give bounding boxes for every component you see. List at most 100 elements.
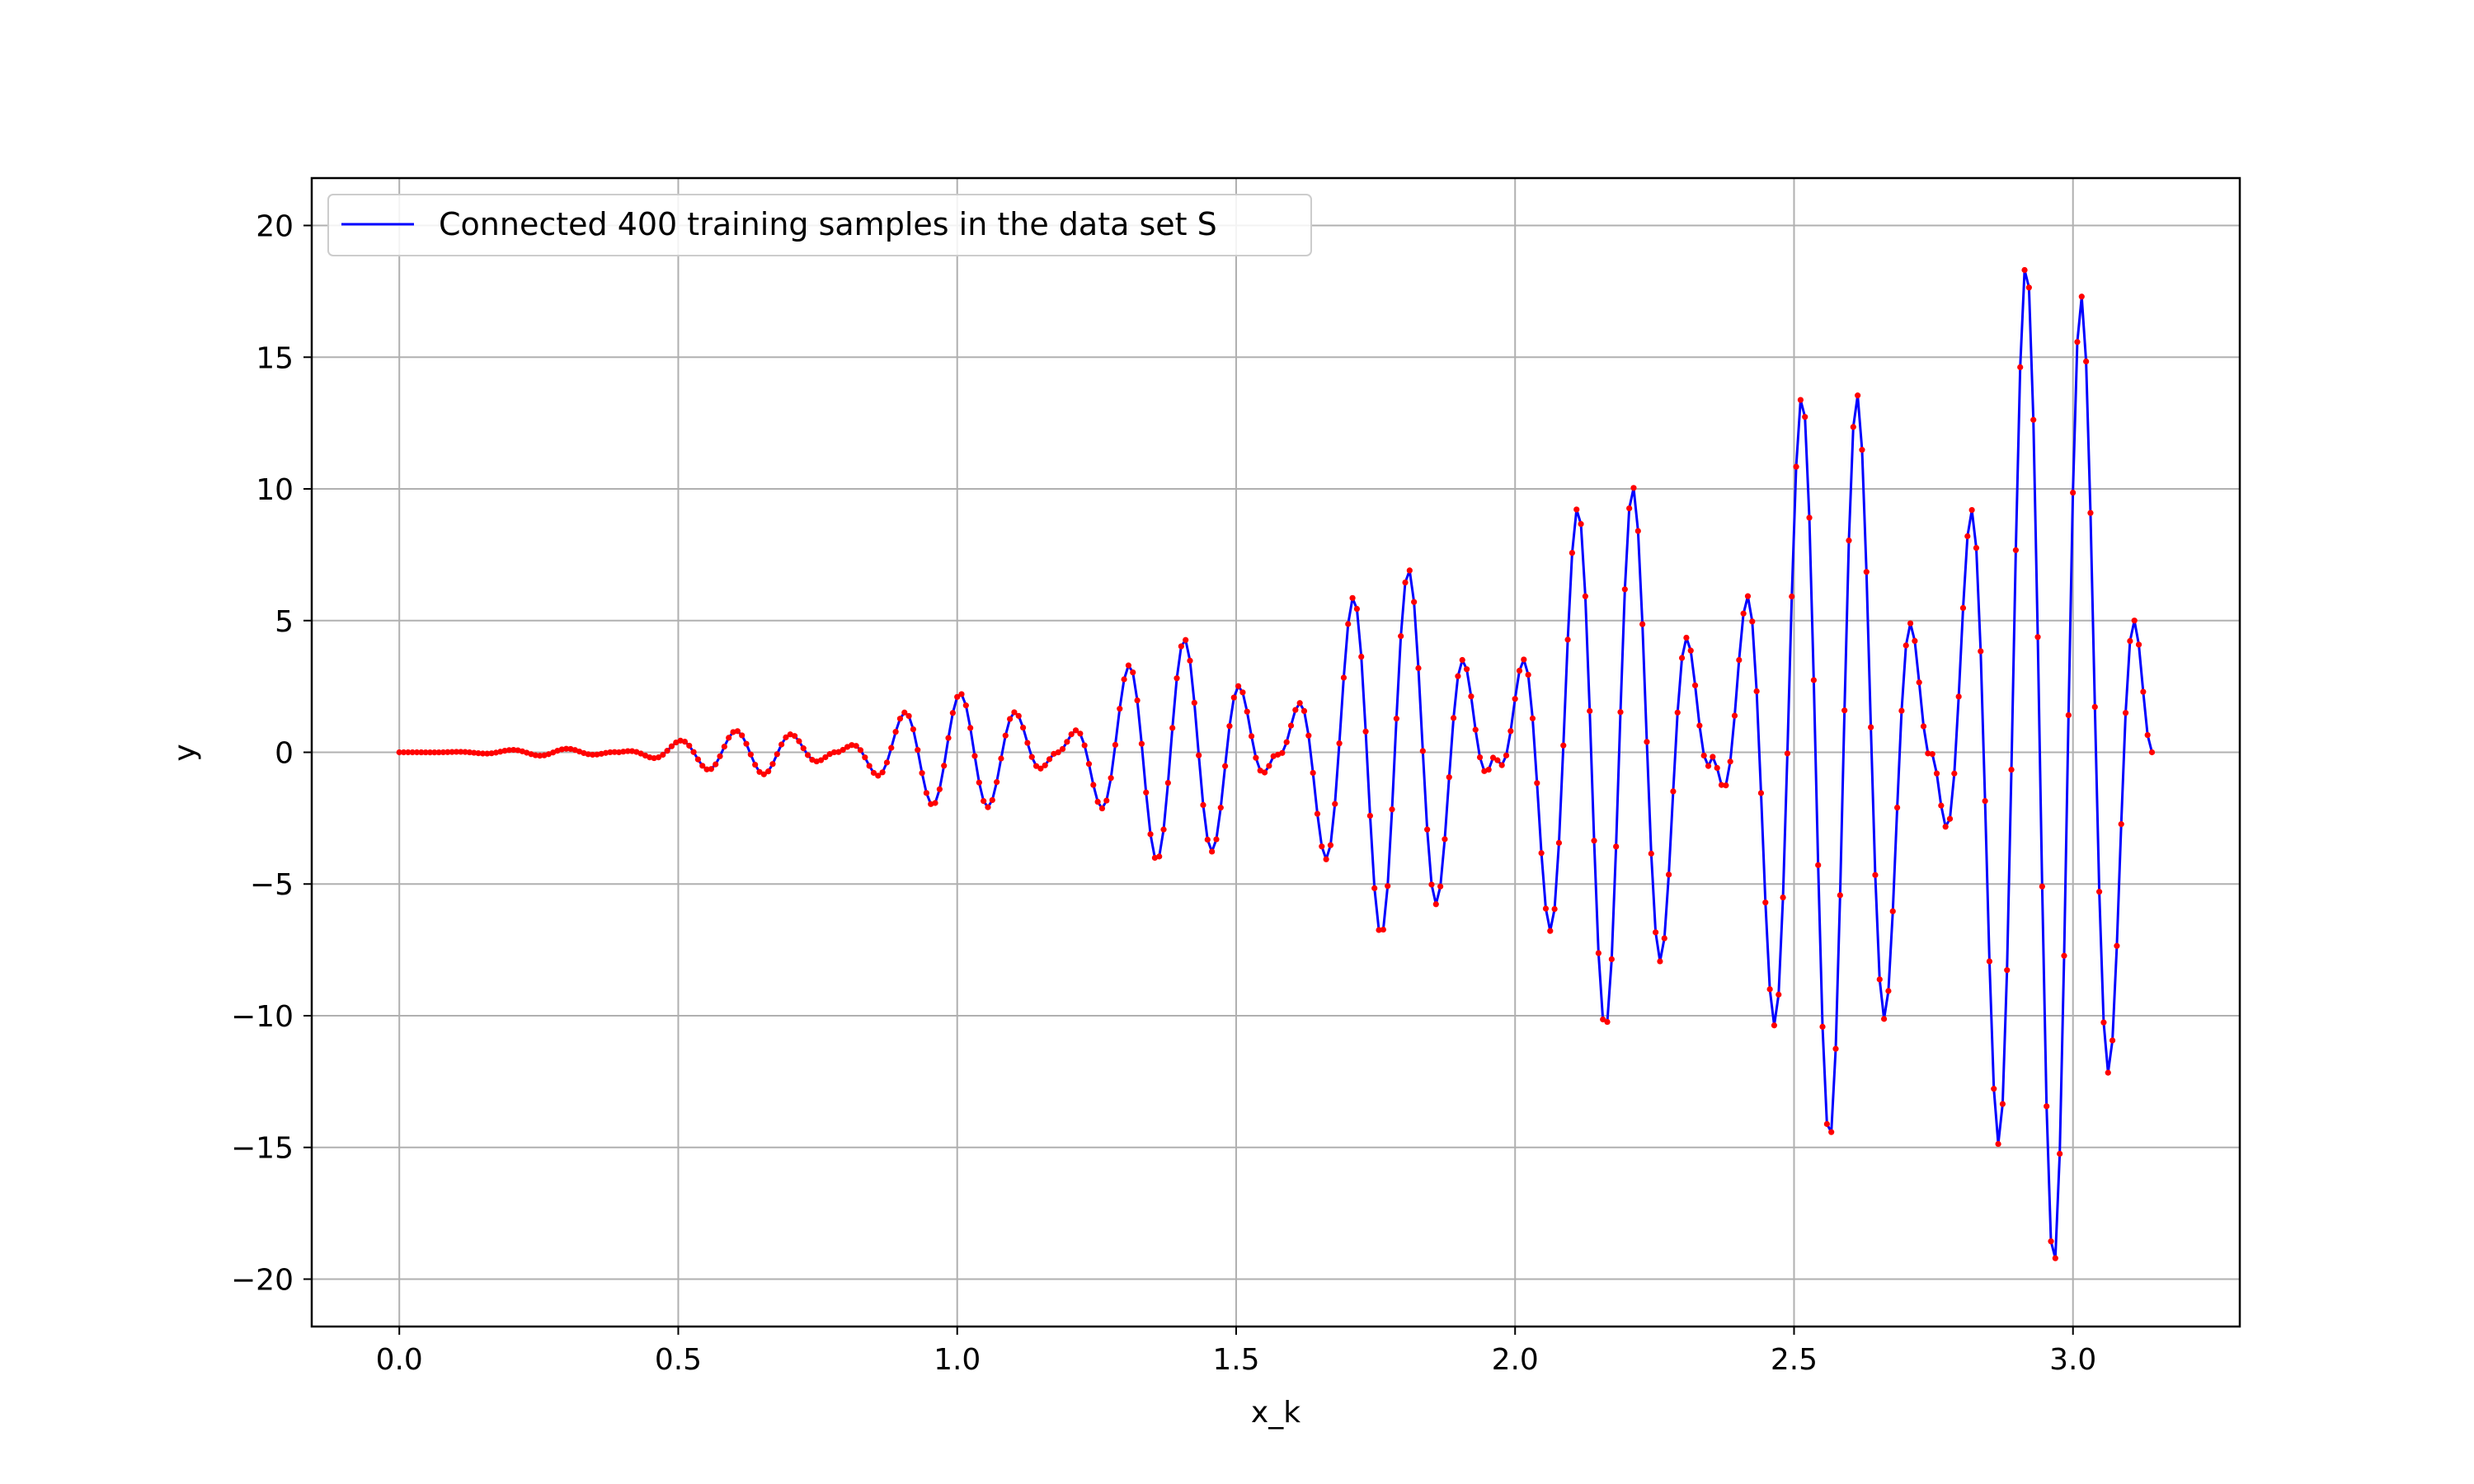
data-point xyxy=(1266,763,1272,769)
data-point xyxy=(1771,1022,1778,1029)
data-point xyxy=(1068,731,1075,738)
data-point xyxy=(1951,770,1958,777)
x-tick-label: 1.0 xyxy=(934,1343,981,1377)
data-point xyxy=(1657,958,1663,965)
data-point xyxy=(686,742,693,749)
data-point xyxy=(1687,647,1694,654)
data-point xyxy=(624,748,631,754)
data-point xyxy=(501,748,508,754)
data-point xyxy=(1573,506,1580,513)
data-point xyxy=(774,751,780,758)
data-point xyxy=(1608,956,1615,963)
data-point xyxy=(413,749,421,756)
data-point xyxy=(1806,514,1813,521)
data-point xyxy=(870,769,877,777)
data-point xyxy=(1946,815,1954,822)
data-point xyxy=(1929,751,1935,758)
data-point xyxy=(1766,986,1773,993)
data-point xyxy=(765,768,772,775)
data-point xyxy=(1055,749,1061,756)
data-point xyxy=(594,751,600,758)
data-point xyxy=(1108,775,1114,782)
data-point xyxy=(400,749,407,756)
data-point xyxy=(422,749,429,756)
data-point xyxy=(717,753,723,759)
data-point xyxy=(1072,727,1079,734)
data-point xyxy=(1744,593,1752,599)
data-point xyxy=(1521,656,1527,663)
data-point xyxy=(1143,789,1150,796)
data-point xyxy=(2057,1150,2063,1158)
data-point xyxy=(1463,666,1470,673)
data-point xyxy=(1648,850,1654,857)
data-point xyxy=(1059,745,1066,753)
data-point xyxy=(1164,780,1171,787)
data-point xyxy=(822,754,829,761)
data-point xyxy=(1007,716,1014,722)
data-point xyxy=(563,745,570,752)
data-point xyxy=(932,800,938,806)
data-point xyxy=(756,768,763,775)
data-point xyxy=(778,741,785,748)
data-point xyxy=(896,716,904,722)
data-point xyxy=(2091,703,2098,711)
data-point xyxy=(1582,593,1588,599)
x-tick-label: 0.0 xyxy=(376,1343,423,1377)
data-point xyxy=(1296,700,1303,707)
data-point xyxy=(875,773,882,779)
data-point xyxy=(888,744,895,751)
data-point xyxy=(1196,752,1202,758)
data-point xyxy=(967,725,974,731)
data-point xyxy=(1345,621,1352,627)
data-point xyxy=(892,729,899,735)
data-point xyxy=(453,749,460,755)
data-point xyxy=(1389,806,1395,813)
x-tick-label: 2.5 xyxy=(1771,1343,1818,1377)
data-point xyxy=(1503,752,1510,758)
data-point xyxy=(1907,620,1914,627)
data-point xyxy=(1718,782,1725,788)
data-point xyxy=(1757,790,1765,796)
data-point xyxy=(1305,732,1312,739)
data-point xyxy=(971,753,978,759)
data-point xyxy=(2122,710,2129,716)
data-point xyxy=(1371,885,1378,891)
data-point xyxy=(1476,754,1484,761)
data-point xyxy=(2008,767,2015,773)
data-point xyxy=(1736,656,1743,664)
data-point xyxy=(1042,762,1048,768)
data-point xyxy=(1665,871,1672,878)
data-point xyxy=(1991,1086,1997,1092)
data-point xyxy=(1819,1023,1826,1030)
data-point xyxy=(1560,742,1567,749)
ticks-layer: 0.0 0.5 1.0 1.5 2.0 2.5 3.0 20 15 10 5 0 −5 −10 −15 −20 xyxy=(231,210,2096,1377)
data-point xyxy=(1661,935,1667,942)
data-point xyxy=(1046,756,1053,763)
data-point xyxy=(1678,655,1686,661)
data-point xyxy=(1138,740,1145,747)
data-point xyxy=(1604,1018,1611,1026)
data-point xyxy=(2025,284,2032,291)
legend-label: Connected 400 training samples in the da… xyxy=(439,206,1217,242)
data-point xyxy=(426,749,434,756)
data-point xyxy=(558,746,565,753)
data-point xyxy=(1174,675,1180,682)
data-point xyxy=(1753,688,1760,695)
y-tick-label: 10 xyxy=(256,473,294,507)
data-point xyxy=(1292,707,1299,713)
data-point xyxy=(1169,725,1176,731)
data-point xyxy=(958,691,965,697)
data-point xyxy=(1226,723,1233,730)
data-point xyxy=(690,749,697,755)
data-point xyxy=(462,749,468,755)
data-point xyxy=(1121,676,1127,683)
data-point xyxy=(1183,636,1189,643)
data-point xyxy=(726,735,732,741)
data-point xyxy=(862,754,868,761)
data-point xyxy=(488,750,495,757)
data-point xyxy=(2039,883,2045,890)
data-point xyxy=(919,770,925,777)
data-point xyxy=(1472,726,1479,733)
data-point xyxy=(1032,763,1040,769)
